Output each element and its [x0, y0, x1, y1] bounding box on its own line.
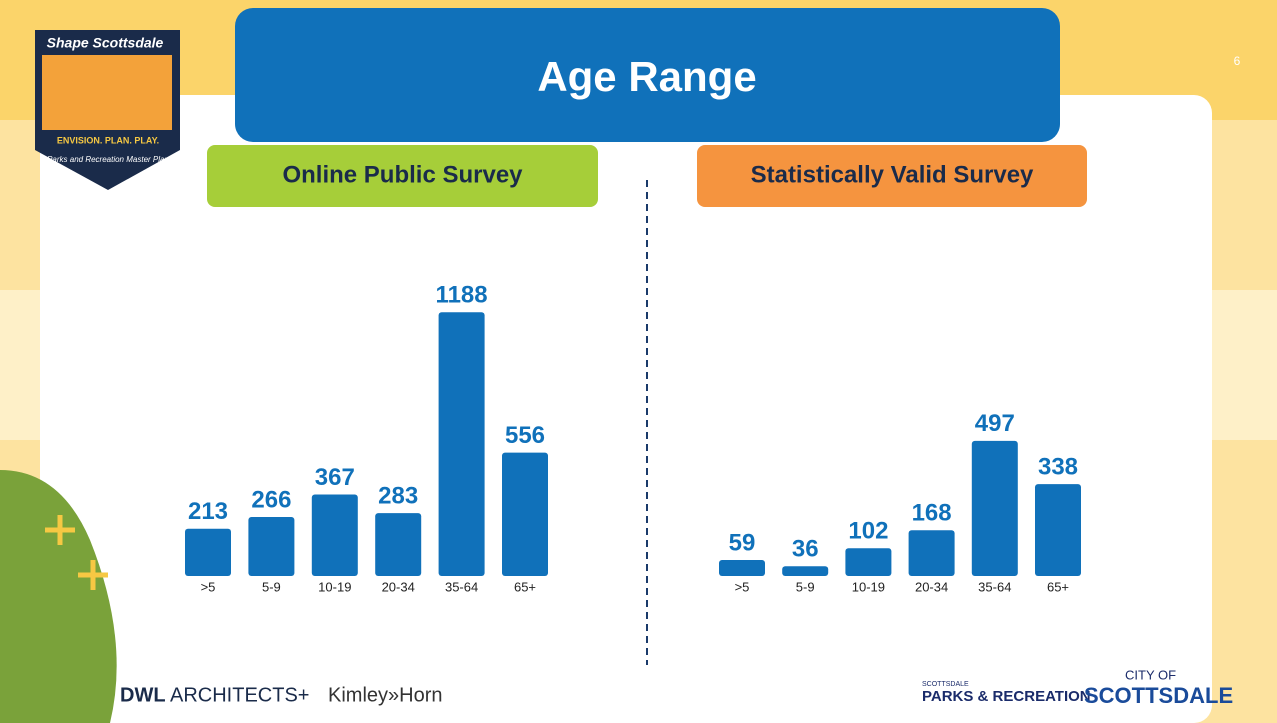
footer-parks: PARKS & RECREATION — [922, 688, 1091, 705]
bar — [1035, 484, 1081, 576]
value-label: 59 — [729, 529, 756, 556]
bar — [248, 517, 294, 576]
footer-parks-small: SCOTTSDALE — [922, 681, 969, 688]
x-tick-label: 20-34 — [915, 579, 948, 594]
value-label: 338 — [1038, 453, 1078, 480]
x-tick-label: 35-64 — [978, 579, 1011, 594]
x-tick-label: >5 — [201, 579, 216, 594]
x-tick-label: 65+ — [514, 579, 536, 594]
bar — [375, 513, 421, 576]
x-tick-label: 5-9 — [796, 579, 815, 594]
x-tick-label: >5 — [735, 579, 750, 594]
value-label: 1188 — [436, 282, 488, 309]
logo-name: Shape Scottsdale — [47, 35, 164, 51]
page-number: 6 — [1234, 54, 1241, 68]
x-tick-label: 65+ — [1047, 579, 1069, 594]
chart-title: Statistically Valid Survey — [751, 161, 1034, 188]
footer-city: SCOTTSDALE — [1084, 683, 1233, 708]
bar — [719, 560, 765, 576]
value-label: 266 — [251, 486, 291, 513]
x-tick-label: 20-34 — [382, 579, 415, 594]
value-label: 36 — [792, 536, 819, 563]
slide-title: Age Range — [537, 53, 756, 100]
footer-architects: ARCHITECTS+ — [170, 684, 309, 706]
value-label: 497 — [975, 410, 1015, 437]
bar — [502, 453, 548, 576]
bar — [312, 495, 358, 576]
value-label: 367 — [315, 464, 355, 491]
bar — [439, 312, 485, 576]
bar — [972, 441, 1018, 576]
value-label: 283 — [378, 483, 418, 510]
chart-title: Online Public Survey — [282, 161, 523, 188]
x-tick-label: 35-64 — [445, 579, 478, 594]
value-label: 556 — [505, 422, 545, 449]
footer-city-small: CITY OF — [1125, 667, 1176, 682]
value-label: 213 — [188, 498, 228, 525]
bar — [845, 548, 891, 576]
value-label: 168 — [912, 500, 952, 527]
x-tick-label: 5-9 — [262, 579, 281, 594]
bar — [185, 529, 231, 576]
bar — [909, 530, 955, 576]
slide: Age Range 6 Shape Scottsdale ENVISION. P… — [0, 0, 1277, 723]
bar — [782, 566, 828, 576]
footer-kimley: Kimley»Horn — [328, 684, 442, 706]
footer-dwl: DWL — [120, 684, 166, 706]
value-label: 102 — [848, 518, 888, 545]
x-tick-label: 10-19 — [852, 579, 885, 594]
logo-tagline: ENVISION. PLAN. PLAY. — [57, 135, 159, 145]
x-tick-label: 10-19 — [318, 579, 351, 594]
logo-subtitle: Parks and Recreation Master Plan — [47, 155, 169, 164]
